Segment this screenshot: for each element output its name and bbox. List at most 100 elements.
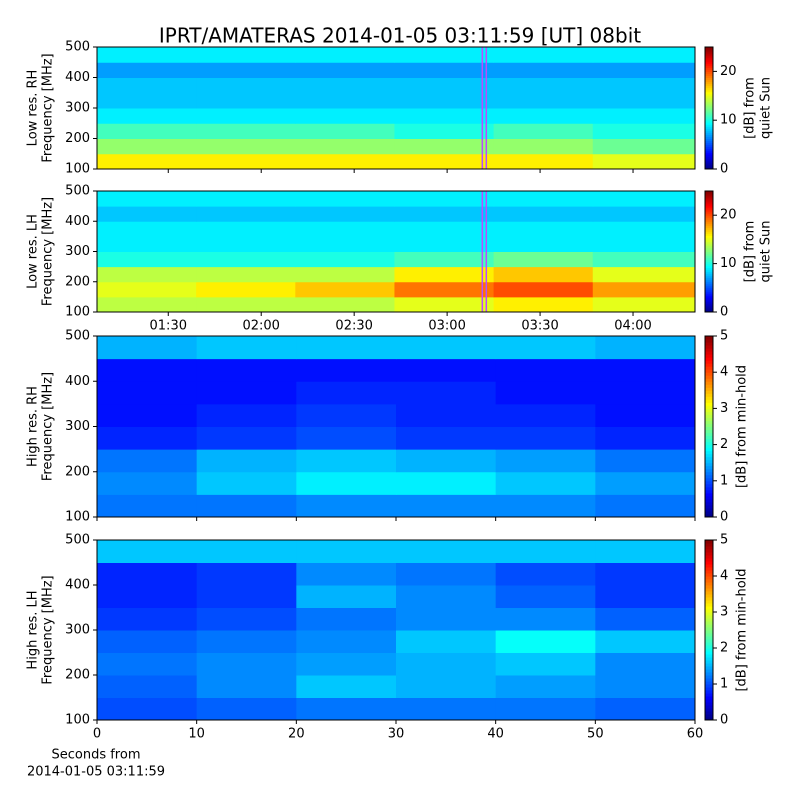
- heatmap-cell: [595, 494, 696, 518]
- heatmap-cell: [493, 266, 594, 283]
- colorbar-slice: [705, 114, 713, 117]
- y-axis-label: Frequency [MHz]: [41, 575, 56, 684]
- colorbar-slice: [705, 654, 713, 658]
- colorbar-slice: [705, 603, 713, 607]
- heatmap-cell: [495, 675, 596, 698]
- colorbar-slice: [705, 110, 713, 113]
- colorbar-tick-label: 0: [720, 713, 728, 728]
- heatmap-cell: [196, 281, 296, 298]
- x-tick-label: 04:00: [614, 319, 651, 334]
- y-tick-label: 200: [65, 274, 90, 289]
- colorbar-slice: [705, 510, 713, 515]
- colorbar-slice: [705, 681, 713, 685]
- colorbar-slice: [705, 309, 713, 313]
- heatmap-cell: [396, 449, 497, 473]
- heatmap-cell: [97, 221, 197, 237]
- colorbar-slice: [705, 128, 713, 131]
- colorbar-slice: [705, 570, 713, 574]
- colorbar-slice: [705, 118, 713, 121]
- colorbar-slice: [705, 130, 713, 133]
- colorbar-slice: [705, 219, 713, 222]
- heatmap-cell: [97, 191, 197, 207]
- colorbar-slice: [705, 93, 713, 97]
- colorbar-slice: [705, 81, 713, 85]
- colorbar-slice: [705, 393, 713, 397]
- heatmap-cell: [394, 296, 495, 313]
- x-tick-label: 40: [487, 727, 504, 742]
- colorbar-slice: [705, 67, 713, 70]
- colorbar-slice: [705, 438, 713, 443]
- colorbar-slice: [705, 549, 713, 553]
- colorbar-slice: [705, 495, 713, 500]
- colorbar-slice: [705, 221, 713, 224]
- colorbar-slice: [705, 615, 713, 619]
- heatmap-cell: [595, 562, 696, 586]
- heatmap-cell: [196, 251, 296, 268]
- colorbar-slice: [705, 277, 713, 281]
- colorbar-slice: [705, 561, 713, 565]
- heatmap-cell: [97, 697, 198, 721]
- colorbar-slice: [705, 693, 713, 697]
- colorbar-slice: [705, 160, 713, 164]
- heatmap-cell: [493, 281, 594, 298]
- x-axis-label: 2014-01-05 03:11:59: [27, 765, 165, 780]
- colorbar-slice: [705, 372, 713, 376]
- colorbar-slice: [705, 483, 713, 488]
- heatmap-cell: [97, 630, 198, 653]
- colorbar-slice: [705, 492, 713, 497]
- heatmap-cell: [296, 403, 397, 427]
- colorbar-slice: [705, 273, 713, 277]
- colorbar-slice: [705, 126, 713, 129]
- colorbar-slice: [705, 77, 713, 81]
- y-axis-label: High res. LH: [26, 590, 41, 669]
- colorbar-slice: [705, 132, 713, 135]
- colorbar-slice: [705, 420, 713, 424]
- colorbar-slice: [705, 381, 713, 385]
- heatmap-cell: [196, 630, 297, 653]
- heatmap-cell: [196, 403, 297, 427]
- heatmap-cell: [196, 47, 296, 63]
- colorbar-slice: [705, 215, 713, 218]
- colorbar-slice: [705, 714, 713, 718]
- heatmap-cell: [97, 123, 197, 139]
- colorbar-slice: [705, 150, 713, 154]
- colorbar-slice: [705, 261, 713, 265]
- colorbar-slice: [705, 351, 713, 355]
- heatmap-cell: [296, 562, 397, 586]
- colorbar-slice: [705, 59, 713, 62]
- heatmap-cell: [592, 296, 696, 313]
- colorbar-slice: [705, 83, 713, 87]
- colorbar-slice: [705, 124, 713, 127]
- heatmap-cell: [196, 426, 297, 450]
- colorbar-slice: [705, 504, 713, 509]
- heatmap-cell: [394, 92, 495, 109]
- colorbar-slice: [705, 213, 713, 216]
- heatmap-cell: [295, 251, 395, 268]
- colorbar-slice: [705, 65, 713, 68]
- colorbar-slice: [705, 342, 713, 346]
- heatmap-cell: [495, 426, 596, 450]
- colorbar-slice: [705, 657, 713, 661]
- colorbar-label: [dB] from: [743, 77, 758, 139]
- colorbar-slice: [705, 648, 713, 652]
- heatmap-cell: [97, 296, 197, 313]
- heatmap-cell: [592, 108, 696, 124]
- heatmap-cell: [396, 630, 497, 653]
- heatmap-cell: [495, 562, 596, 586]
- colorbar-slice: [705, 295, 713, 299]
- heatmap-cell: [592, 92, 696, 109]
- y-tick-label: 100: [65, 162, 90, 177]
- colorbar-slice: [705, 435, 713, 440]
- heatmap-cell: [595, 697, 696, 721]
- colorbar-slice: [705, 166, 713, 170]
- heatmap-cell: [295, 108, 395, 124]
- colorbar-slice: [705, 73, 713, 76]
- heatmap-cell: [592, 47, 696, 63]
- heatmap-cell: [295, 153, 395, 170]
- colorbar-slice: [705, 441, 713, 446]
- colorbar-slice: [705, 678, 713, 682]
- colorbar-slice: [705, 375, 713, 379]
- y-tick-label: 300: [65, 623, 90, 638]
- colorbar-slice: [705, 705, 713, 709]
